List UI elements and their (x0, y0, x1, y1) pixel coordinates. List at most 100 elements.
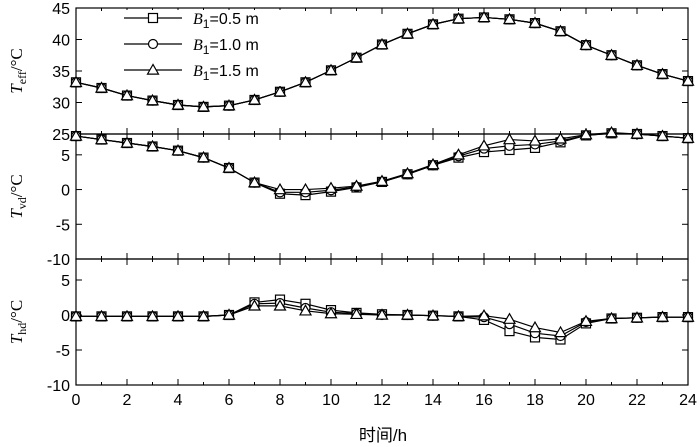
y-axis-label: Tvd/°C (7, 174, 29, 218)
data-point (400, 27, 415, 39)
data-point (579, 314, 593, 327)
legend-entry: B1=1.0 m (124, 37, 259, 57)
data-point (349, 51, 364, 63)
y-tick-label: 30 (52, 96, 70, 113)
data-point (324, 63, 338, 76)
data-point (324, 181, 338, 193)
data-point (553, 325, 568, 338)
data-point (120, 88, 134, 101)
data-point (247, 175, 262, 188)
x-tick-label: 8 (276, 392, 285, 409)
data-point (171, 143, 185, 156)
data-point (196, 150, 211, 163)
data-point (655, 310, 670, 322)
y-tick-label: -10 (47, 252, 70, 269)
y-tick-label: 0 (61, 308, 70, 325)
data-point (222, 161, 236, 173)
data-point (553, 24, 568, 37)
x-tick-label: 0 (72, 392, 81, 409)
data-point (375, 308, 389, 320)
data-point (426, 308, 440, 321)
y-tick-label: -10 (47, 378, 70, 395)
data-point (145, 309, 160, 322)
data-point (273, 299, 287, 311)
legend-marker (147, 38, 159, 50)
data-point (171, 98, 185, 110)
data-point (298, 304, 313, 316)
y-axis-label: Teff/°C (7, 48, 29, 93)
legend: B1=0.5 m B1=1.0 m B1=1.5 m (116, 10, 284, 86)
y-tick-label: 25 (52, 127, 70, 144)
x-tick-label: 22 (628, 392, 646, 409)
data-point (196, 100, 211, 112)
data-point (604, 125, 619, 138)
panel-1: 25 30 35 40 45 Teff/°C (7, 1, 695, 144)
y-tick-label: 0 (61, 183, 70, 200)
y-tick-label: 5 (61, 273, 70, 290)
data-point (451, 148, 466, 160)
data-point (196, 309, 211, 322)
data-point (247, 299, 262, 311)
y-tick-label: 40 (52, 33, 70, 50)
y-tick-label: 45 (52, 1, 70, 18)
data-point (681, 74, 695, 86)
x-tick-label: 4 (174, 392, 183, 409)
data-point (69, 309, 83, 322)
data-point (120, 136, 134, 148)
data-point (528, 134, 542, 146)
x-tick-label: 2 (123, 392, 132, 409)
data-point (579, 38, 593, 50)
data-point (630, 311, 644, 323)
data-point (222, 98, 236, 111)
data-point (400, 166, 415, 179)
data-point (94, 309, 109, 322)
data-point (273, 85, 287, 97)
data-point (298, 182, 313, 195)
data-point (528, 16, 542, 28)
legend-entry: B1=1.5 m (124, 63, 259, 83)
panel-2: -10 -5 0 5 Tvd/°C (7, 125, 695, 269)
data-point (630, 127, 644, 139)
data-point (655, 129, 670, 141)
data-point (222, 308, 236, 320)
legend-marker (147, 12, 159, 24)
data-point (298, 75, 313, 88)
series-triangle (69, 299, 695, 338)
legend-label: B1=1.0 m (193, 37, 259, 57)
data-point (94, 132, 109, 145)
data-point (171, 309, 185, 322)
x-tick-label: 12 (373, 392, 391, 409)
data-point (145, 139, 160, 152)
data-point (247, 93, 262, 105)
x-tick-label: 16 (475, 392, 493, 409)
data-point (477, 308, 491, 321)
legend-entry: B1=0.5 m (124, 11, 259, 31)
data-point (477, 10, 491, 23)
x-tick-label: 6 (225, 392, 234, 409)
x-tick-label: 20 (577, 392, 595, 409)
data-point (400, 308, 415, 320)
data-point (426, 157, 440, 170)
chart-panels: 2530354045Teff/°C-10-505Tvd/°C-10-505Thd… (7, 1, 697, 409)
data-point (477, 139, 491, 151)
legend-marker (146, 63, 160, 75)
data-point (451, 309, 466, 322)
y-tick-label: 5 (61, 148, 70, 165)
data-point (502, 312, 517, 324)
data-point (426, 17, 440, 30)
data-point (324, 306, 338, 319)
legend-label: B1=1.5 m (193, 63, 259, 83)
x-tick-label: 14 (424, 392, 442, 409)
data-point (681, 131, 695, 143)
data-point (69, 75, 83, 88)
data-point (655, 67, 670, 79)
series-triangle (69, 10, 695, 112)
legend-label: B1=0.5 m (193, 11, 259, 31)
panel-frame (75, 133, 689, 260)
data-point (604, 311, 619, 324)
legend-background (116, 10, 284, 86)
data-point (120, 309, 134, 322)
data-point (553, 132, 568, 144)
data-point (502, 132, 517, 145)
